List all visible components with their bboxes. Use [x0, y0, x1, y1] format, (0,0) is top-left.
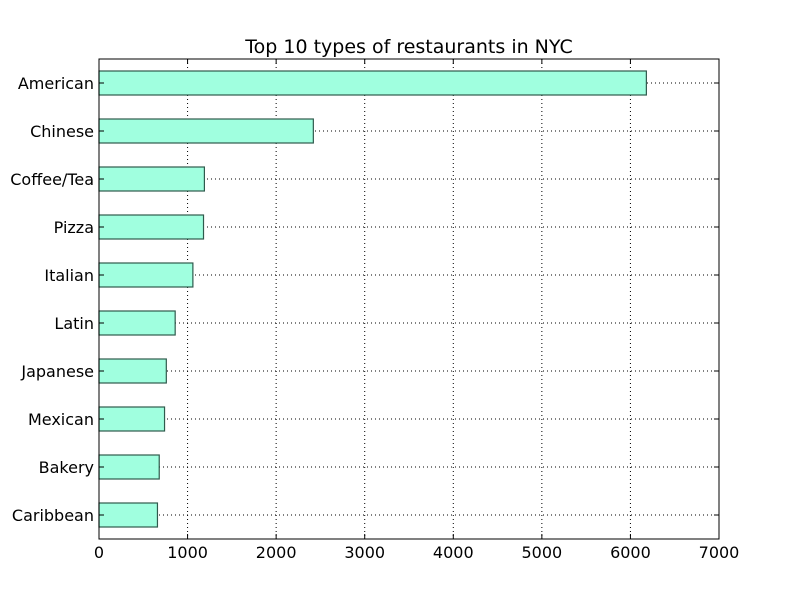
- x-tick-label: 5000: [521, 543, 562, 562]
- bar-italian: [98, 262, 194, 288]
- y-category-label: American: [18, 74, 94, 93]
- y-category-label: Latin: [54, 314, 94, 333]
- tick-layer: [98, 59, 720, 539]
- x-tick-label: 3000: [344, 543, 385, 562]
- x-tick-label: 2000: [256, 543, 297, 562]
- x-tick-label: 7000: [699, 543, 740, 562]
- bar-latin: [98, 310, 176, 336]
- bar-american: [98, 70, 647, 96]
- bar-mexican: [98, 406, 166, 432]
- y-category-label: Chinese: [30, 122, 94, 141]
- x-tick-label: 4000: [433, 543, 474, 562]
- bar-pizza: [98, 214, 205, 240]
- label-layer: 0 1000 2000 3000 4000 5000 6000 7000 American Chi…: [10, 74, 739, 562]
- chart-title: Top 10 types of restaurants in NYC: [244, 36, 572, 58]
- x-tick-label: 1000: [167, 543, 208, 562]
- bar-coffee-tea: [98, 166, 206, 192]
- y-category-label: Coffee/Tea: [10, 170, 94, 189]
- bar-layer: [98, 70, 647, 528]
- bar-chinese: [98, 118, 314, 144]
- bar-bakery: [98, 454, 160, 480]
- y-category-label: Italian: [44, 266, 94, 285]
- bar-japanese: [98, 358, 167, 384]
- y-category-label: Mexican: [28, 410, 94, 429]
- y-category-label: Caribbean: [12, 506, 94, 525]
- y-category-label: Japanese: [20, 362, 94, 381]
- plot-frame: [98, 58, 720, 540]
- x-tick-label: 6000: [610, 543, 651, 562]
- bar-caribbean: [98, 502, 159, 528]
- y-category-label: Pizza: [54, 218, 94, 237]
- x-tick-label: 0: [94, 543, 104, 562]
- y-category-label: Bakery: [39, 458, 94, 477]
